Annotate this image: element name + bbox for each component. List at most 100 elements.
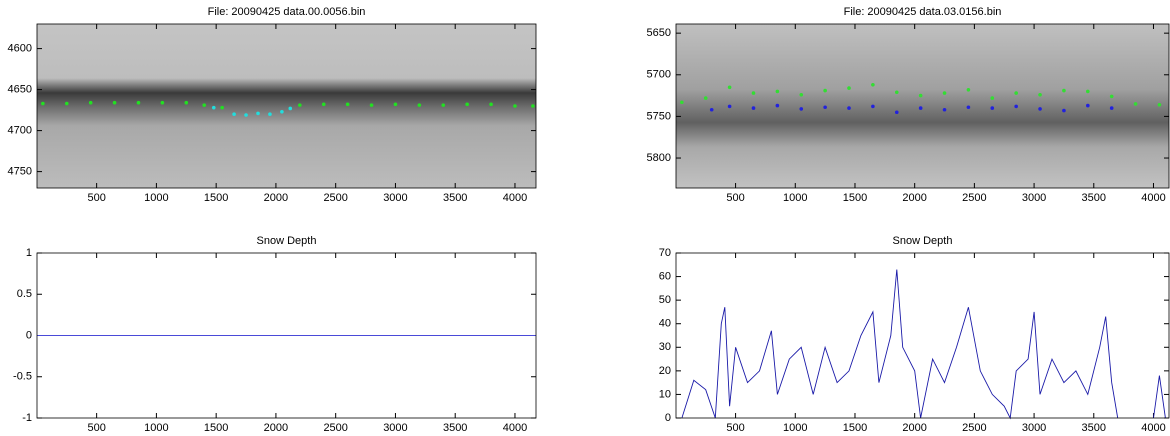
echogram xyxy=(37,24,536,188)
pick-point xyxy=(1038,92,1042,97)
y-tick-label: 4650 xyxy=(8,84,32,96)
pick-point xyxy=(751,106,756,110)
pick-point xyxy=(1014,91,1018,95)
y-tick-label: 0 xyxy=(665,412,671,424)
x-tick-label: 2500 xyxy=(962,192,986,204)
pick-point xyxy=(775,89,780,94)
y-tick-label: 5800 xyxy=(647,152,671,164)
y-tick-label: 4750 xyxy=(8,166,32,178)
y-tick-label: 60 xyxy=(659,270,671,282)
pick-point xyxy=(465,102,469,107)
x-tick-label: 1500 xyxy=(204,192,228,204)
chart-title: Snow Depth xyxy=(257,235,317,247)
x-tick-label: 2500 xyxy=(962,422,986,434)
x-tick-label: 3500 xyxy=(443,192,467,204)
pick-point xyxy=(112,100,117,105)
pick-point xyxy=(531,104,535,108)
x-tick-label: 500 xyxy=(87,192,105,204)
pick-point xyxy=(990,106,995,110)
pick-point xyxy=(1062,88,1066,93)
pick-point xyxy=(942,107,947,112)
pick-point xyxy=(727,85,732,90)
pick-point xyxy=(894,90,899,95)
y-tick-label: 5700 xyxy=(647,69,671,81)
x-tick-label: 500 xyxy=(726,192,744,204)
x-tick-label: 1000 xyxy=(144,192,168,204)
pick-point xyxy=(823,105,827,110)
pick-point xyxy=(775,103,780,108)
y-tick-label: 70 xyxy=(659,247,671,259)
y-tick-label: 1 xyxy=(26,247,32,259)
x-tick-label: 1000 xyxy=(783,422,807,434)
x-tick-label: 1500 xyxy=(843,422,867,434)
y-tick-label: 4700 xyxy=(8,125,32,137)
pick-point xyxy=(799,107,804,111)
pick-point xyxy=(1157,102,1162,107)
pick-point xyxy=(871,104,875,109)
x-tick-label: 500 xyxy=(726,422,744,434)
x-tick-label: 2000 xyxy=(902,422,926,434)
x-tick-label: 1000 xyxy=(783,192,807,204)
pick-point xyxy=(1086,103,1090,108)
pick-point xyxy=(184,100,189,105)
pick-point xyxy=(441,103,446,107)
pick-point xyxy=(966,105,971,110)
pick-point xyxy=(345,102,350,107)
pick-point xyxy=(1109,94,1114,99)
x-tick-label: 1500 xyxy=(204,422,228,434)
pick-point xyxy=(1062,108,1066,113)
x-tick-label: 3000 xyxy=(383,192,407,204)
x-tick-label: 2000 xyxy=(264,422,288,434)
series-line xyxy=(681,269,1166,420)
x-tick-label: 2000 xyxy=(902,192,926,204)
x-tick-label: 1500 xyxy=(843,192,867,204)
pick-point xyxy=(244,113,248,117)
pick-point xyxy=(1086,89,1090,94)
pick-point xyxy=(703,96,708,100)
pick-point xyxy=(942,91,947,95)
pick-point xyxy=(280,109,284,114)
pick-point xyxy=(1133,102,1138,106)
x-tick-label: 4000 xyxy=(1141,422,1165,434)
pick-point xyxy=(799,92,804,97)
pick-point xyxy=(727,104,732,109)
pick-point xyxy=(202,103,207,107)
pick-point xyxy=(321,102,326,107)
y-tick-label: 5650 xyxy=(647,27,671,39)
pick-point xyxy=(823,88,827,93)
pick-point xyxy=(288,106,293,111)
axes-box xyxy=(675,23,1170,189)
pick-point xyxy=(894,110,899,115)
pick-point xyxy=(871,82,875,87)
chart-title: Snow Depth xyxy=(893,235,953,247)
x-tick-label: 4000 xyxy=(503,192,527,204)
pick-point xyxy=(268,112,272,116)
y-tick-label: 0.5 xyxy=(17,288,32,300)
pick-point xyxy=(751,91,756,95)
pick-point xyxy=(256,111,260,116)
y-tick-label: 5750 xyxy=(647,110,671,122)
echogram xyxy=(676,24,1169,188)
pick-point xyxy=(513,104,517,108)
y-tick-label: 50 xyxy=(659,294,671,306)
pick-point xyxy=(211,105,216,110)
pick-point xyxy=(1109,106,1114,110)
y-tick-label: -1 xyxy=(22,412,32,424)
pick-point xyxy=(369,103,374,107)
x-tick-label: 3000 xyxy=(383,422,407,434)
x-tick-label: 3500 xyxy=(1082,422,1106,434)
pick-point xyxy=(680,100,684,105)
pick-point xyxy=(298,103,302,107)
pick-point xyxy=(1038,107,1042,111)
pick-point xyxy=(232,112,236,116)
axes-box xyxy=(675,252,1170,419)
x-tick-label: 3500 xyxy=(1082,192,1106,204)
x-tick-label: 3500 xyxy=(443,422,467,434)
x-tick-label: 2000 xyxy=(264,192,288,204)
pick-point xyxy=(1014,104,1018,109)
y-tick-label: 20 xyxy=(659,365,671,377)
x-tick-label: 4000 xyxy=(503,422,527,434)
x-tick-label: 4000 xyxy=(1141,192,1165,204)
chart-title: File: 20090425 data.03.0156.bin xyxy=(844,6,1002,18)
